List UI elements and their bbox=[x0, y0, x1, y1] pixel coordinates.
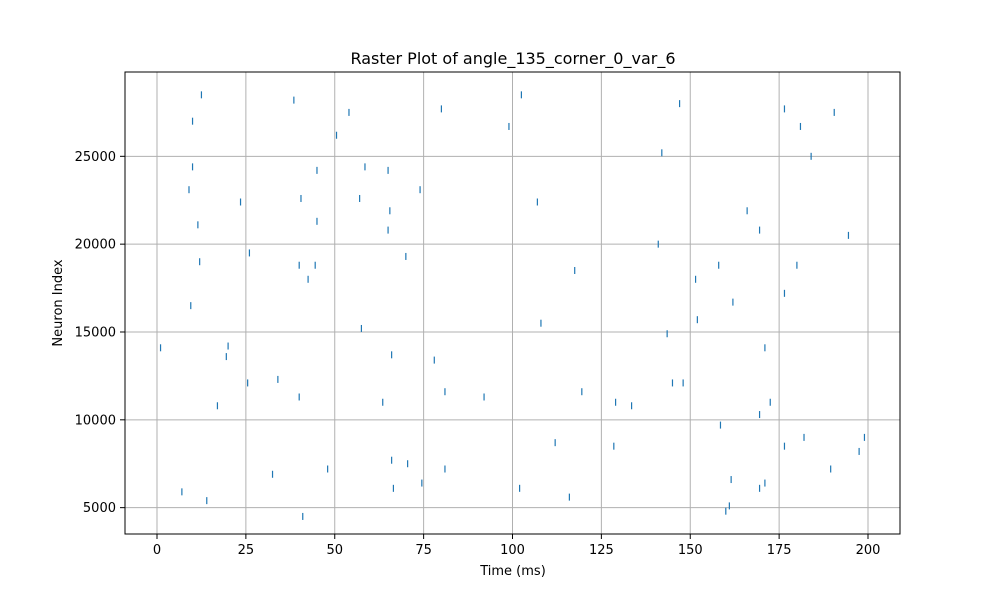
y-axis-label: Neuron Index bbox=[51, 259, 66, 346]
x-tick-label: 0 bbox=[153, 543, 161, 558]
y-tick-label: 25000 bbox=[75, 150, 116, 165]
x-tick-label: 100 bbox=[500, 543, 525, 558]
y-axis-ticks: 5000 10000 15000 20000 25000 bbox=[75, 150, 125, 516]
x-tick-label: 125 bbox=[589, 543, 614, 558]
chart-title: Raster Plot of angle_135_corner_0_var_6 bbox=[350, 49, 675, 69]
x-tick-label: 200 bbox=[856, 543, 881, 558]
y-tick-label: 5000 bbox=[83, 501, 116, 516]
y-tick-label: 10000 bbox=[75, 413, 116, 428]
x-tick-label: 25 bbox=[238, 543, 255, 558]
y-tick-label: 15000 bbox=[75, 325, 116, 340]
x-tick-label: 175 bbox=[767, 543, 792, 558]
y-tick-label: 20000 bbox=[75, 238, 116, 253]
x-tick-label: 50 bbox=[326, 543, 343, 558]
x-tick-label: 150 bbox=[678, 543, 703, 558]
grid-lines bbox=[125, 72, 900, 534]
x-axis-ticks: 0 25 50 75 100 125 150 175 200 bbox=[153, 534, 881, 558]
x-tick-label: 75 bbox=[415, 543, 432, 558]
x-axis-label: Time (ms) bbox=[479, 564, 546, 579]
spike-markers bbox=[159, 91, 866, 520]
